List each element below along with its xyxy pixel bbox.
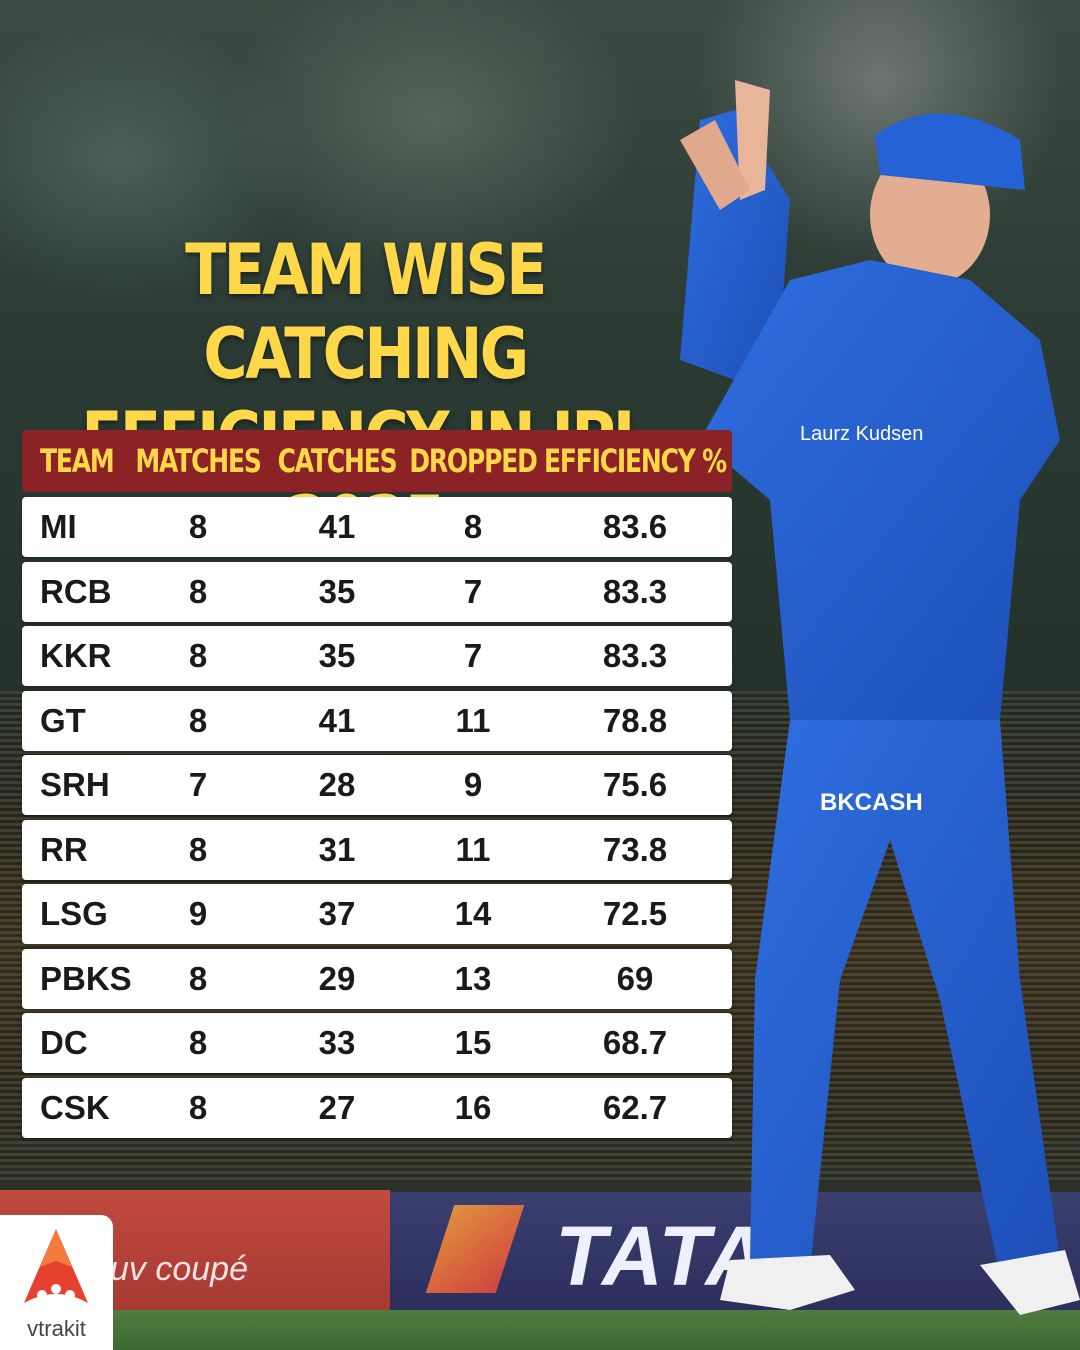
cell-team: PBKS: [40, 959, 132, 997]
cell-efficiency: 83.6: [602, 508, 668, 545]
cell-catches: 33: [318, 1024, 356, 1061]
table-row: GT 8 41 11 78.8: [22, 690, 732, 751]
cell-dropped: 15: [454, 1024, 492, 1061]
vtrakit-logo-text: vtrakit: [27, 1316, 86, 1341]
table-row: MI 8 41 8 83.6: [22, 497, 732, 557]
cell-efficiency: 69: [616, 959, 654, 997]
cell-matches: 8: [188, 572, 208, 610]
vtrakit-logo-icon: [24, 1229, 88, 1303]
cell-matches: 9: [188, 895, 208, 932]
cell-team: SRH: [40, 766, 110, 803]
cell-matches: 8: [188, 830, 208, 868]
cell-team: LSG: [40, 895, 108, 932]
cell-efficiency: 83.3: [602, 637, 668, 674]
cell-catches: 37: [318, 895, 356, 932]
column-header-catches: CATCHES: [277, 442, 398, 480]
table-row: LSG 9 37 14 72.5: [22, 884, 732, 944]
cell-matches: 8: [188, 1088, 208, 1126]
table-row: RCB 8 35 7 83.3: [22, 561, 732, 622]
cell-efficiency: 72.5: [602, 895, 668, 932]
cell-team: CSK: [40, 1088, 110, 1126]
cell-catches: 28: [318, 766, 356, 803]
cell-catches: 27: [318, 1088, 356, 1126]
cell-matches: 8: [188, 701, 208, 739]
cell-dropped: 11: [455, 830, 491, 868]
cell-dropped: 7: [463, 637, 483, 674]
cell-dropped: 14: [454, 895, 492, 932]
cell-efficiency: 75.6: [602, 766, 668, 803]
cell-team: KKR: [40, 637, 112, 674]
cell-matches: 8: [188, 508, 208, 545]
vtrakit-logo: [0, 1215, 113, 1350]
table-row: SRH 7 28 9 75.6: [22, 755, 732, 815]
table-row: DC 8 33 15 68.7: [22, 1013, 732, 1073]
ad-board-left-text: uv coupé: [110, 1250, 248, 1288]
cell-dropped: 13: [454, 959, 492, 997]
cell-matches: 8: [188, 637, 208, 674]
grass-strip: [0, 1310, 1080, 1350]
table-header: TEAM MATCHES CATCHES DROPPED EFFICIENCY …: [22, 430, 732, 492]
chart-title-line1: TEAM WISE CATCHING: [185, 229, 547, 395]
cell-catches: 35: [318, 572, 356, 610]
column-header-team: TEAM: [40, 442, 115, 480]
table-row: PBKS 8 29 13 69: [22, 948, 732, 1009]
cell-catches: 29: [318, 959, 356, 997]
cell-matches: 7: [188, 766, 208, 803]
player-illustration: Laurz Kudsen BKCASH: [680, 80, 1080, 1315]
cell-catches: 41: [318, 508, 356, 545]
cell-team: RR: [40, 830, 88, 868]
cell-matches: 8: [188, 1024, 208, 1061]
cell-dropped: 7: [463, 572, 483, 610]
cell-efficiency: 83.3: [602, 572, 668, 610]
cell-team: GT: [40, 701, 86, 739]
table-row: CSK 8 27 16 62.7: [22, 1077, 732, 1138]
cell-team: RCB: [40, 572, 112, 610]
cell-catches: 35: [318, 637, 356, 674]
cell-efficiency: 68.7: [602, 1024, 668, 1061]
table-row: RR 8 31 11 73.8: [22, 819, 732, 880]
cell-team: MI: [40, 508, 77, 545]
cell-catches: 31: [318, 830, 356, 868]
cell-matches: 8: [188, 959, 208, 997]
column-header-efficiency: EFFICIENCY %: [543, 442, 727, 480]
jersey-chest-text: Laurz Kudsen: [800, 423, 923, 445]
cell-dropped: 16: [454, 1088, 492, 1126]
column-header-dropped: DROPPED: [409, 442, 537, 480]
cell-efficiency: 78.8: [602, 701, 668, 739]
cell-team: DC: [40, 1024, 88, 1061]
cell-efficiency: 62.7: [602, 1088, 668, 1126]
cell-dropped: 9: [463, 766, 483, 803]
cell-dropped: 11: [455, 701, 491, 739]
table-row: KKR 8 35 7 83.3: [22, 626, 732, 686]
cell-catches: 41: [318, 701, 356, 739]
cell-efficiency: 73.8: [602, 830, 668, 868]
jersey-sponsor-text: BKCASH: [820, 789, 923, 816]
cell-dropped: 8: [463, 508, 483, 545]
column-header-matches: MATCHES: [135, 442, 261, 480]
